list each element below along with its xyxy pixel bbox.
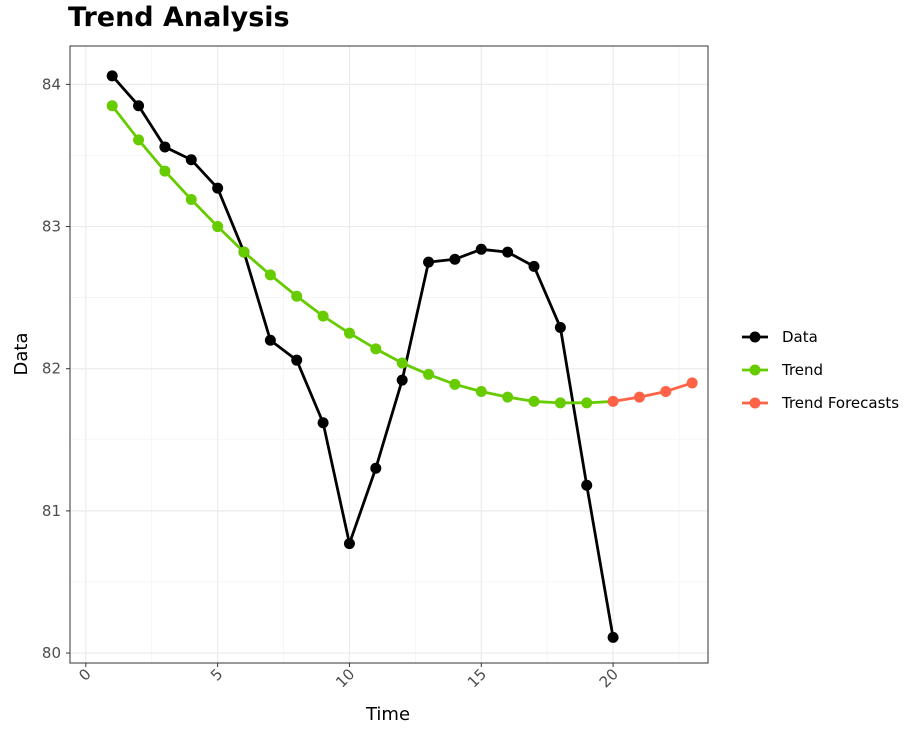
x-tick-label: 20 <box>596 665 622 691</box>
data-point-data <box>607 631 619 643</box>
legend: Data Trend Trend Forecasts <box>742 328 899 412</box>
data-point-trend <box>264 269 276 281</box>
data-point-trend <box>502 391 514 403</box>
data-point-trend <box>581 397 593 409</box>
x-tick-label: 10 <box>332 665 358 691</box>
data-point-trend <box>396 357 408 369</box>
data-point-trend <box>238 246 250 258</box>
minor-gridlines <box>70 46 708 663</box>
data-point-data <box>502 246 514 258</box>
legend-marker-trend-forecasts <box>749 397 761 409</box>
legend-label-data: Data <box>782 328 818 346</box>
data-point-trend-forecasts <box>686 377 698 389</box>
legend-label-trend: Trend <box>781 361 823 379</box>
data-point-data <box>291 354 303 366</box>
data-point-trend <box>159 165 171 177</box>
plot-panel <box>69 45 709 664</box>
legend-marker-trend <box>749 364 761 376</box>
y-axis: 80 81 82 83 84 <box>42 75 70 662</box>
data-point-trend <box>291 290 303 302</box>
data-point-trend <box>185 194 197 206</box>
data-point-data <box>475 243 487 255</box>
data-point-data <box>423 256 435 268</box>
data-point-trend <box>423 368 435 380</box>
data-point-data <box>212 182 224 194</box>
data-point-trend-forecasts <box>607 395 619 407</box>
y-tick-label: 80 <box>42 644 61 662</box>
y-tick-label: 81 <box>42 502 61 520</box>
data-point-trend <box>343 327 355 339</box>
data-point-trend <box>475 385 487 397</box>
data-point-data <box>528 260 540 272</box>
data-point-trend-forecasts <box>660 385 672 397</box>
chart-title: Trend Analysis <box>68 2 290 33</box>
data-point-data <box>554 321 566 333</box>
x-tick-label: 15 <box>464 665 490 691</box>
data-point-trend <box>317 310 329 322</box>
data-point-data <box>581 479 593 491</box>
x-axis-title: Time <box>365 704 410 725</box>
x-axis: 0 5 10 15 20 <box>75 663 622 691</box>
data-point-data <box>133 100 145 112</box>
y-tick-label: 84 <box>42 75 61 93</box>
legend-label-trend-forecasts: Trend Forecasts <box>781 394 899 412</box>
data-point-data <box>185 154 197 166</box>
data-point-data <box>449 253 461 265</box>
data-point-trend <box>449 378 461 390</box>
data-point-data <box>106 70 118 82</box>
legend-marker-data <box>749 331 761 343</box>
data-point-data <box>343 538 355 550</box>
data-point-data <box>317 417 329 429</box>
data-point-data <box>159 141 171 153</box>
y-tick-label: 83 <box>42 218 61 236</box>
plot-border <box>69 45 709 664</box>
series-points <box>106 70 698 643</box>
x-tick-label: 5 <box>207 665 226 684</box>
data-point-trend-forecasts <box>633 391 645 403</box>
data-point-data <box>370 462 382 474</box>
data-point-data <box>264 334 276 346</box>
data-point-trend <box>528 395 540 407</box>
data-point-trend <box>212 221 224 233</box>
data-point-trend <box>106 100 118 112</box>
y-axis-title: Data <box>11 333 32 376</box>
y-tick-label: 82 <box>42 360 61 378</box>
series-line-trend-forecasts <box>612 381 693 403</box>
data-point-trend <box>554 397 566 409</box>
data-point-trend <box>370 343 382 355</box>
x-tick-label: 0 <box>75 665 94 684</box>
data-point-trend <box>133 134 145 146</box>
data-point-data <box>396 374 408 386</box>
major-gridlines <box>70 46 708 663</box>
